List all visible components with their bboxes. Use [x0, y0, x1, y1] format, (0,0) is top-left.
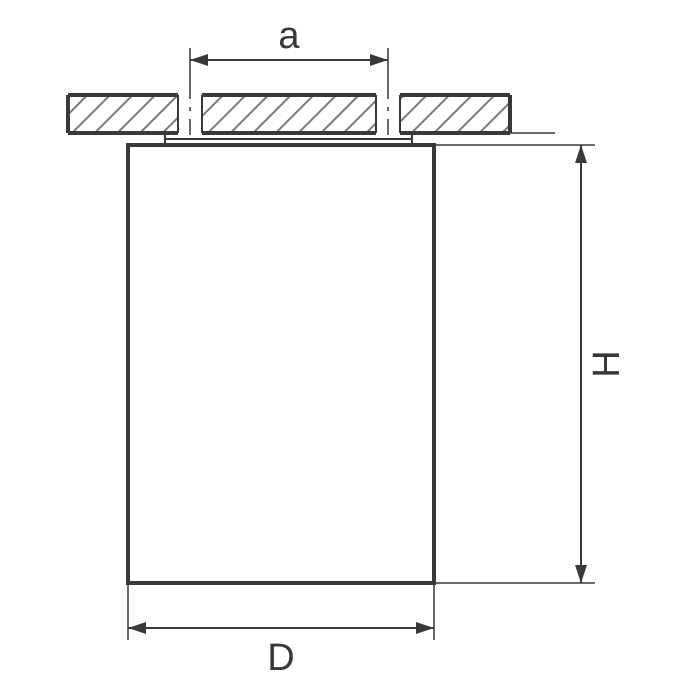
- label-H: H: [586, 350, 628, 377]
- label-D: D: [267, 637, 294, 679]
- label-a: a: [278, 15, 300, 57]
- body-outline: [128, 145, 434, 583]
